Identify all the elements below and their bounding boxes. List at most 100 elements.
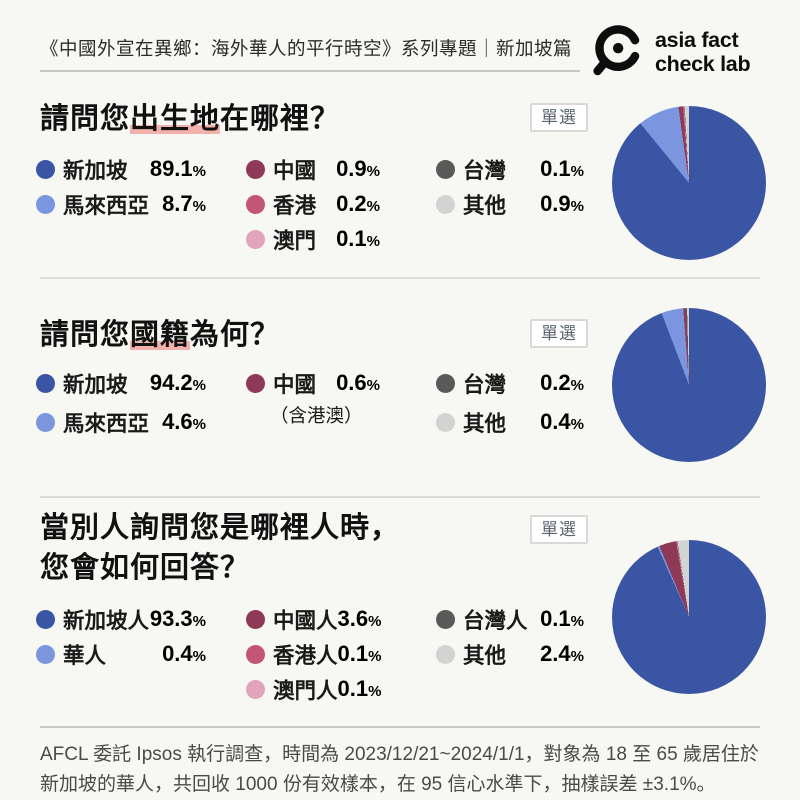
footer-divider (40, 726, 760, 728)
legend-value: 0.9% (540, 191, 584, 217)
percent-sign: % (192, 198, 206, 215)
percent-sign: % (570, 648, 584, 665)
legend-column: 中國 0.6% （含港澳） (246, 370, 380, 438)
legend-value-number: 0.4 (540, 409, 571, 434)
legend-label: 新加坡人 (63, 608, 150, 633)
legend-label: 其他 (463, 193, 507, 218)
legend-item: 其他 0.4% (436, 409, 584, 436)
section-divider (40, 277, 760, 279)
legend-label: 中國 (273, 158, 317, 183)
legend-column: 新加坡 89.1% 馬來西亞 8.7% (36, 156, 206, 227)
legend-label: 其他 (463, 411, 507, 436)
legend-value-number: 0.1 (337, 676, 369, 701)
percent-sign: % (368, 683, 382, 700)
legend-value-number: 0.9 (336, 156, 367, 181)
section2-pie-chart (612, 308, 766, 462)
legend-color-dot (246, 159, 265, 179)
legend-item: 其他 0.9% (436, 191, 584, 218)
legend-value-number: 4.6 (162, 409, 193, 434)
legend-value-number: 0.1 (540, 606, 571, 631)
legend-item: 澳門人 0.1% (246, 676, 382, 703)
legend-value-number: 0.2 (336, 191, 367, 216)
legend-label: 台灣 (463, 372, 507, 397)
legend-value: 0.2% (540, 370, 584, 396)
legend-value-number: 3.6 (337, 606, 369, 631)
single-choice-badge: 單選 (530, 103, 588, 132)
legend-item: 馬來西亞 8.7% (36, 191, 206, 218)
legend-value: 0.1% (540, 156, 584, 182)
legend-color-dot (246, 644, 265, 664)
legend-column: 中國人 3.6% 香港人 0.1% 澳門人 0.1% (246, 606, 382, 712)
legend-color-dot (36, 412, 55, 432)
section2-title: 請問您國籍為何？ (40, 315, 280, 355)
section3-pie-chart (612, 540, 766, 694)
legend-color-dot (36, 194, 55, 214)
legend-value: 0.1% (336, 226, 380, 252)
legend-value: 94.2% (150, 370, 206, 396)
legend-value-number: 94.2 (149, 370, 193, 395)
legend-color-dot (246, 679, 265, 699)
percent-sign: % (366, 377, 380, 394)
legend-value: 0.1% (540, 606, 584, 632)
title-highlighted-text: 出生地 (130, 103, 221, 135)
legend-value: 0.6% (336, 370, 380, 396)
legend-value: 2.4% (540, 641, 584, 667)
legend-label: 新加坡 (63, 158, 128, 183)
legend-value: 0.4% (540, 409, 584, 435)
legend-value: 4.6% (162, 409, 206, 435)
legend-value: 89.1% (150, 156, 206, 182)
percent-sign: % (368, 648, 382, 665)
legend-item: 新加坡 94.2% (36, 370, 206, 397)
section1-title: 請問您出生地在哪裡？ (40, 99, 340, 139)
percent-sign: % (570, 416, 584, 433)
percent-sign: % (192, 648, 206, 665)
legend-label: 台灣人 (463, 608, 528, 633)
legend-value: 8.7% (162, 191, 206, 217)
percent-sign: % (570, 198, 584, 215)
legend-color-dot (36, 373, 55, 393)
legend-item: 其他 2.4% (436, 641, 584, 668)
title-highlighted-text: 國籍 (130, 319, 191, 351)
legend-color-dot (436, 644, 455, 664)
section1-pie-chart (612, 106, 766, 260)
legend-color-dot (246, 229, 265, 249)
legend-item: 中國 0.9% (246, 156, 380, 183)
legend-label: 澳門 (273, 228, 317, 253)
legend-column: 台灣人 0.1% 其他 2.4% (436, 606, 584, 677)
legend-value: 93.3% (150, 606, 206, 632)
legend-color-dot (436, 159, 455, 179)
legend-label: 馬來西亞 (63, 411, 150, 436)
legend-value: 3.6% (338, 606, 382, 632)
single-choice-badge: 單選 (530, 515, 588, 544)
legend-value-number: 0.9 (540, 191, 571, 216)
legend-item: 中國 0.6% (246, 370, 380, 397)
brand-logo: asia fact check lab (592, 22, 751, 83)
legend-item: 澳門 0.1% (246, 226, 380, 253)
legend-column: 中國 0.9% 香港 0.2% 澳門 0.1% (246, 156, 380, 262)
legend-item: 中國人 3.6% (246, 606, 382, 633)
legend-color-dot (246, 609, 265, 629)
legend-label: 中國 (273, 372, 317, 397)
legend-color-dot (36, 159, 55, 179)
legend-value-number: 8.7 (162, 191, 193, 216)
single-choice-badge: 單選 (530, 319, 588, 348)
legend-note: （含港澳） (270, 405, 363, 426)
legend-label: 華人 (63, 643, 107, 668)
title-text: 請問您 (40, 319, 131, 351)
legend-value-number: 93.3 (149, 606, 193, 631)
legend-value: 0.9% (336, 156, 380, 182)
percent-sign: % (192, 416, 206, 433)
legend-color-dot (246, 194, 265, 214)
percent-sign: % (368, 613, 382, 630)
title-text: 當別人詢問您是哪裡人時， (40, 512, 401, 544)
legend-label: 台灣 (463, 158, 507, 183)
survey-methodology-note: AFCL 委託 Ipsos 執行調查，時間為 2023/12/21~2024/1… (40, 740, 764, 800)
percent-sign: % (570, 613, 584, 630)
title-text: 您會如何回答？ (40, 552, 251, 584)
logo-line2: check lab (655, 51, 751, 76)
legend-value-number: 0.1 (337, 641, 369, 666)
legend-color-dot (246, 373, 265, 393)
legend-item: 新加坡人 93.3% (36, 606, 206, 633)
legend-label: 新加坡 (63, 372, 128, 397)
